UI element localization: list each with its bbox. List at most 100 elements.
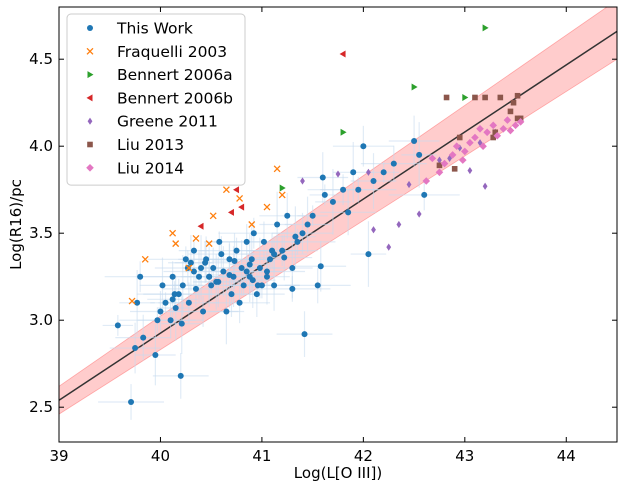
data-point bbox=[411, 83, 418, 91]
data-point bbox=[511, 121, 520, 130]
fit-confidence-band bbox=[59, 7, 617, 415]
data-point bbox=[506, 126, 515, 135]
data-point bbox=[140, 334, 147, 341]
series-bennert-2006b bbox=[197, 50, 346, 230]
data-point bbox=[301, 331, 308, 338]
data-point bbox=[294, 238, 301, 245]
data-point bbox=[226, 271, 233, 278]
data-point bbox=[421, 191, 428, 198]
data-point bbox=[192, 285, 199, 292]
data-point bbox=[210, 265, 217, 271]
x-tick-label: 42 bbox=[354, 447, 373, 465]
legend-marker bbox=[87, 141, 93, 148]
data-point bbox=[350, 169, 357, 176]
data-point bbox=[300, 177, 305, 185]
data-point bbox=[114, 322, 121, 329]
data-point bbox=[178, 320, 185, 327]
data-point bbox=[507, 108, 514, 115]
data-point bbox=[206, 273, 213, 280]
data-point bbox=[416, 151, 423, 158]
legend-marker bbox=[86, 47, 94, 55]
data-point bbox=[226, 256, 233, 263]
data-point bbox=[492, 129, 499, 136]
data-point bbox=[137, 273, 144, 280]
legend-marker bbox=[87, 25, 93, 31]
data-point bbox=[289, 265, 296, 271]
data-point bbox=[222, 186, 230, 194]
x-tick-label: 40 bbox=[151, 447, 170, 465]
data-point bbox=[169, 273, 176, 280]
data-point bbox=[340, 186, 347, 193]
data-point bbox=[476, 125, 484, 133]
data-point bbox=[340, 128, 347, 136]
data-point bbox=[179, 282, 186, 289]
data-point bbox=[218, 251, 225, 258]
legend-entry: Bennert 2006b bbox=[86, 89, 233, 107]
legend-label: Bennert 2006b bbox=[117, 89, 233, 107]
plot-area bbox=[59, 7, 617, 420]
data-point bbox=[152, 352, 159, 358]
data-point bbox=[263, 203, 271, 211]
data-point bbox=[128, 398, 135, 405]
x-axis-label: Log(L[O III]) bbox=[294, 464, 382, 482]
data-point bbox=[197, 222, 204, 230]
data-point bbox=[185, 299, 192, 306]
legend: This Work Fraquelli 2003 Bennert 2006a Benn… bbox=[66, 13, 246, 186]
data-point bbox=[248, 256, 255, 263]
data-point bbox=[411, 137, 418, 144]
data-point bbox=[422, 177, 431, 185]
series-liu-2014 bbox=[422, 116, 525, 185]
series-bennert-2006a bbox=[279, 24, 489, 192]
data-point bbox=[309, 212, 316, 219]
data-point bbox=[380, 169, 387, 176]
x-tick-label: 44 bbox=[557, 447, 576, 465]
data-point bbox=[128, 297, 136, 305]
legend-entry: Greene 2011 bbox=[87, 113, 218, 131]
legend-marker bbox=[86, 164, 94, 172]
data-point bbox=[215, 278, 222, 285]
data-point bbox=[167, 317, 174, 324]
legend-entry: Bennert 2006a bbox=[87, 66, 233, 84]
data-point bbox=[467, 166, 473, 175]
data-point bbox=[321, 191, 328, 198]
data-point bbox=[216, 238, 223, 245]
data-point bbox=[205, 240, 213, 248]
data-point bbox=[435, 168, 444, 177]
data-point bbox=[396, 220, 402, 229]
data-point bbox=[355, 186, 362, 193]
y-tick-label: 3.0 bbox=[29, 311, 53, 329]
data-point bbox=[489, 121, 498, 130]
data-point bbox=[263, 268, 270, 275]
data-point bbox=[172, 240, 180, 248]
legend-label: Greene 2011 bbox=[117, 113, 218, 131]
data-point bbox=[514, 92, 521, 99]
data-point bbox=[490, 134, 497, 141]
data-point bbox=[220, 268, 227, 275]
data-point bbox=[443, 94, 450, 101]
data-point bbox=[250, 230, 257, 237]
legend-entry: This Work bbox=[87, 20, 193, 38]
data-point bbox=[428, 154, 437, 163]
legend-label: Fraquelli 2003 bbox=[117, 43, 227, 61]
data-point bbox=[182, 256, 189, 263]
data-point bbox=[185, 264, 193, 272]
data-point bbox=[284, 212, 291, 219]
data-point bbox=[238, 265, 245, 271]
data-point bbox=[329, 198, 336, 205]
data-point bbox=[271, 282, 278, 289]
y-tick-label: 3.5 bbox=[29, 224, 53, 242]
data-point bbox=[198, 265, 205, 271]
data-point bbox=[228, 291, 235, 298]
legend-box bbox=[66, 13, 246, 186]
data-point bbox=[192, 234, 200, 242]
legend-marker bbox=[87, 71, 94, 79]
data-point bbox=[440, 159, 449, 168]
data-point bbox=[171, 291, 178, 298]
data-point bbox=[299, 230, 306, 237]
data-point bbox=[196, 273, 203, 280]
data-point bbox=[271, 251, 278, 258]
data-point bbox=[238, 203, 245, 211]
data-point bbox=[339, 50, 346, 58]
legend-label: This Work bbox=[116, 20, 193, 38]
